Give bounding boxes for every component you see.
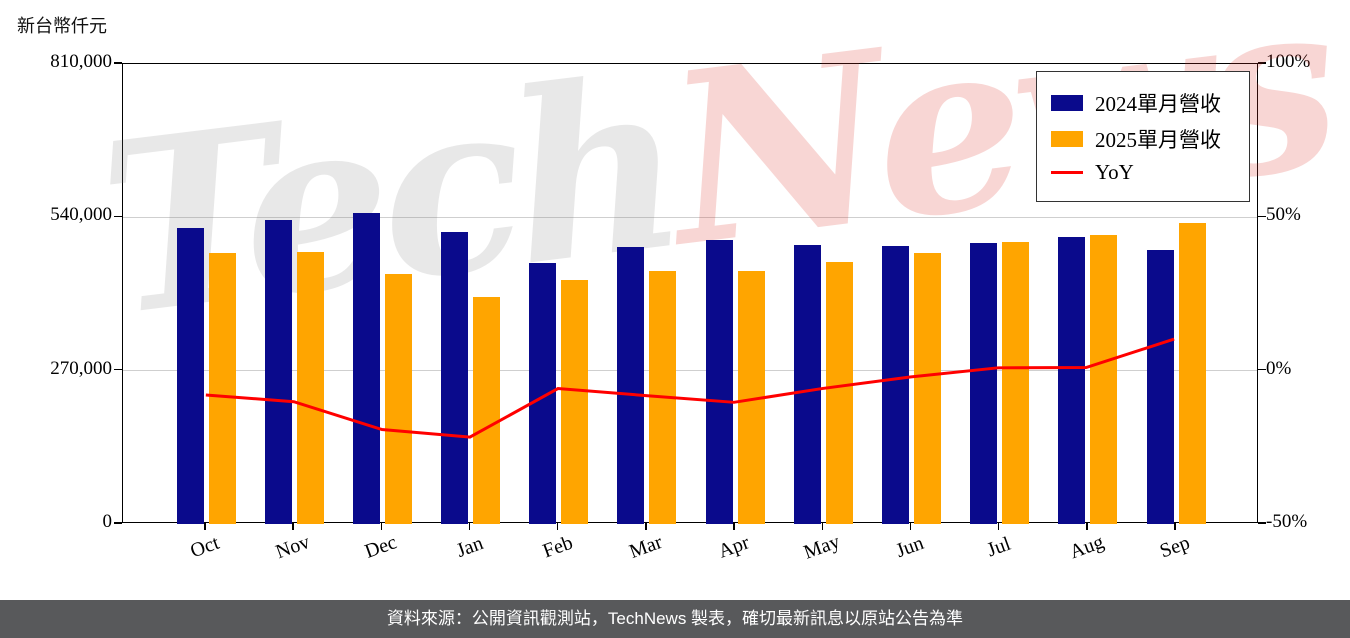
bar-2024單月營收 — [1146, 250, 1174, 524]
legend: 2024單月營收 2025單月營收 YoY — [1036, 71, 1250, 202]
tick-mark-bottom — [1086, 523, 1088, 530]
y-axis-unit-title: 新台幣仟元 — [17, 16, 107, 36]
tick-mark-left — [114, 215, 122, 218]
bar-2025單月營收 — [825, 262, 853, 524]
tick-mark-right — [1258, 215, 1266, 218]
bar-2024單月營收 — [176, 227, 204, 524]
legend-line-swatch-yoy — [1051, 171, 1083, 174]
gridline — [123, 216, 1257, 218]
bar-2024單月營收 — [529, 263, 557, 524]
tick-mark-right — [1258, 368, 1266, 371]
tick-mark-bottom — [733, 523, 735, 530]
tick-mark-right — [1258, 62, 1266, 64]
y-axis-label-right: 100% — [1266, 51, 1311, 72]
y-axis-label-right: 0% — [1266, 357, 1292, 379]
tick-mark-bottom — [821, 523, 824, 530]
tick-mark-right — [1258, 522, 1266, 524]
bar-2025單月營收 — [649, 271, 677, 524]
tick-mark-bottom — [292, 523, 294, 530]
bar-2025單月營收 — [208, 252, 236, 524]
tick-mark-bottom — [909, 523, 912, 530]
y-axis-label-right: -50% — [1266, 511, 1308, 532]
legend-item-yoy: YoY — [1051, 160, 1231, 185]
bar-2025單月營收 — [913, 253, 941, 524]
y-axis-label-right: 50% — [1266, 204, 1301, 226]
bar-2024單月營收 — [264, 219, 292, 524]
tick-mark-bottom — [204, 523, 206, 530]
y-axis-label-left: 540,000 — [50, 204, 112, 226]
legend-label-2025: 2025單月營收 — [1095, 128, 1221, 152]
bar-2024單月營收 — [1058, 236, 1086, 524]
y-axis-label-left: 810,000 — [50, 51, 112, 72]
tick-mark-bottom — [468, 523, 471, 530]
bar-2024單月營收 — [617, 247, 645, 524]
tick-mark-bottom — [645, 523, 647, 530]
bar-2025單月營收 — [296, 251, 324, 524]
legend-item-2025: 2025單月營收 — [1051, 124, 1231, 154]
tick-mark-bottom — [997, 523, 1000, 530]
bar-2024單月營收 — [352, 212, 380, 524]
legend-swatch-2024 — [1051, 95, 1083, 111]
tick-mark-left — [114, 522, 122, 524]
tick-mark-left — [114, 62, 122, 64]
legend-label-yoy: YoY — [1095, 160, 1134, 184]
source-footer: 資料來源：公開資訊觀測站，TechNews 製表，確切最新訊息以原站公告為準 — [0, 600, 1350, 638]
tick-mark-bottom — [556, 523, 559, 530]
bar-2024單月營收 — [793, 244, 821, 524]
gridline — [123, 370, 1257, 372]
bar-2024單月營收 — [881, 246, 909, 524]
bar-2025單月營收 — [1002, 241, 1030, 524]
bar-2025單月營收 — [384, 274, 412, 524]
bar-2024單月營收 — [441, 232, 469, 524]
legend-swatch-2025 — [1051, 131, 1083, 147]
tick-mark-left — [114, 368, 122, 371]
bar-2025單月營收 — [1178, 223, 1206, 524]
legend-label-2024: 2024單月營收 — [1095, 92, 1221, 116]
bar-2025單月營收 — [473, 296, 501, 524]
y-axis-label-left: 0 — [102, 511, 113, 532]
tick-mark-bottom — [380, 523, 383, 530]
bar-2025單月營收 — [561, 279, 589, 524]
bar-2024單月營收 — [970, 243, 998, 524]
legend-item-2024: 2024單月營收 — [1051, 88, 1231, 118]
bar-2025單月營收 — [737, 270, 765, 524]
tick-mark-bottom — [1174, 523, 1176, 530]
bar-2025單月營收 — [1090, 234, 1118, 524]
bar-2024單月營收 — [705, 240, 733, 524]
plot-area: 2024單月營收 2025單月營收 YoY — [122, 63, 1258, 524]
y-axis-label-left: 270,000 — [50, 357, 112, 379]
